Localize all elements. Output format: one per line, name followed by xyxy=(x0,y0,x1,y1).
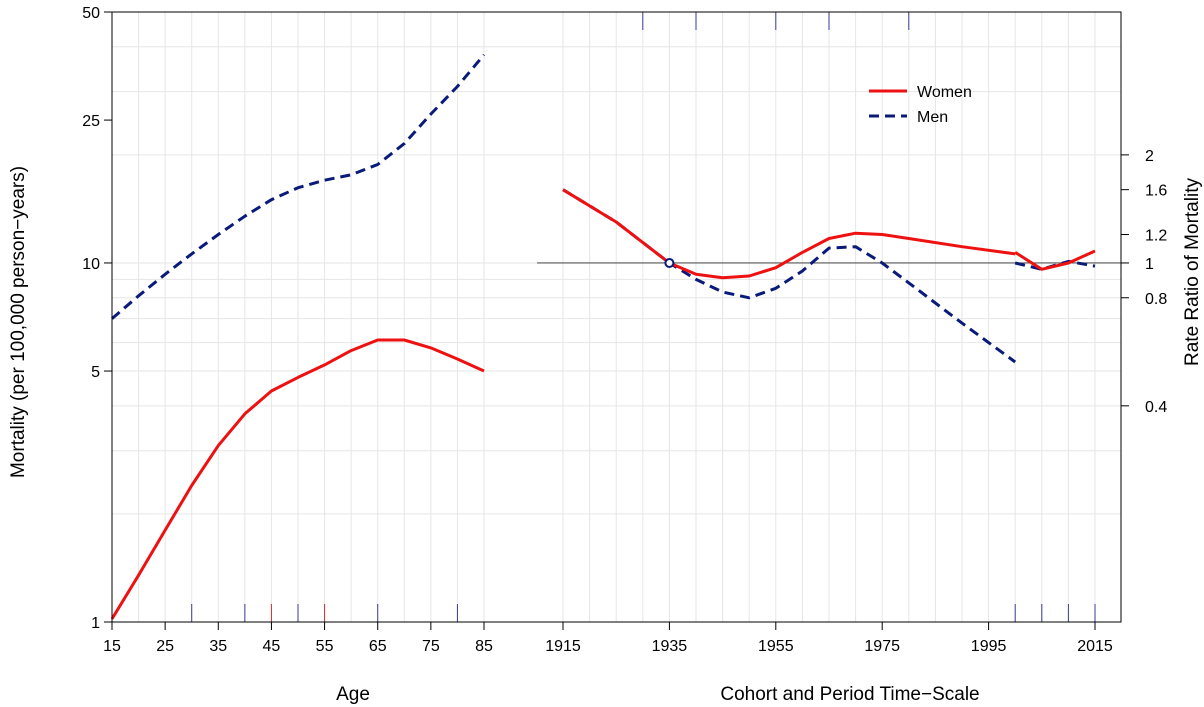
rr-tick-label: 1 xyxy=(1145,256,1154,273)
age-tick-label: 55 xyxy=(316,638,334,655)
rr-tick-label: 0.4 xyxy=(1145,399,1167,416)
y-axis-title: Mortality (per 100,000 person−years) xyxy=(8,166,29,478)
age-tick-label: 65 xyxy=(369,638,387,655)
legend-label-women: Women xyxy=(917,84,972,101)
time-tick-label: 1955 xyxy=(758,638,794,655)
age-tick-label: 75 xyxy=(422,638,440,655)
time-tick-label: 1975 xyxy=(864,638,900,655)
y-tick-label: 10 xyxy=(82,256,100,273)
x-axis-title-age: Age xyxy=(336,684,370,705)
reference-point xyxy=(664,257,675,268)
cohort-series-women xyxy=(562,188,1016,280)
rr-tick-label: 1.2 xyxy=(1145,228,1167,245)
cohort-series-men xyxy=(562,188,1017,364)
plot-frame xyxy=(111,11,1122,623)
y-tick-label: 25 xyxy=(82,113,100,130)
age-tick-label: 45 xyxy=(263,638,281,655)
rr-tick-label: 2 xyxy=(1145,148,1154,165)
time-tick-label: 1935 xyxy=(652,638,688,655)
rr-tick-label: 1.6 xyxy=(1145,183,1167,200)
age-series-men xyxy=(111,53,486,320)
time-tick-label: 1995 xyxy=(971,638,1007,655)
rr-tick-label: 0.8 xyxy=(1145,291,1167,308)
legend: Women Men xyxy=(869,84,972,126)
time-tick-label: 1915 xyxy=(545,638,581,655)
plot-border xyxy=(111,11,1122,623)
rug-marks xyxy=(191,12,1096,622)
x-axis-title-time: Cohort and Period Time−Scale xyxy=(720,684,979,705)
age-tick-label: 85 xyxy=(475,638,493,655)
age-tick-label: 15 xyxy=(103,638,121,655)
y-tick-label: 5 xyxy=(91,364,100,381)
y-tick-label: 1 xyxy=(91,615,100,632)
age-series-women xyxy=(110,338,485,620)
age-tick-label: 25 xyxy=(156,638,174,655)
time-tick-label: 2015 xyxy=(1077,638,1113,655)
age-tick-label: 35 xyxy=(209,638,227,655)
y-axis-right-title: Rate Ratio of Mortality xyxy=(1182,178,1203,366)
legend-label-men: Men xyxy=(917,109,948,126)
grid xyxy=(111,12,1121,622)
series-lines xyxy=(110,53,1096,620)
period-series-women xyxy=(1014,249,1096,271)
y-tick-label: 50 xyxy=(82,5,100,22)
